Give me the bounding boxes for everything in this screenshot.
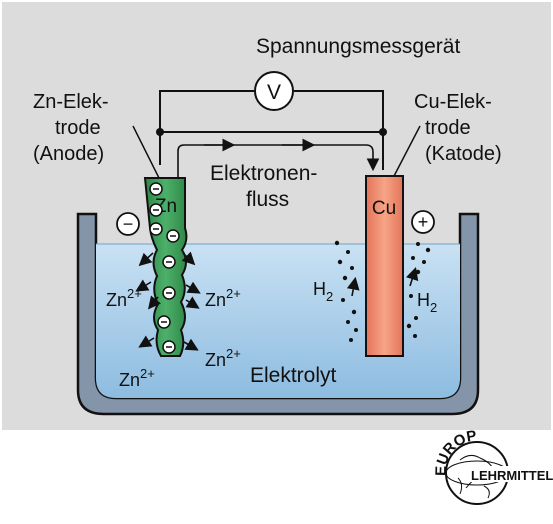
electron-flow-label-2: fluss [246,188,289,211]
electron [149,182,163,196]
junction-right [379,128,387,136]
junction-left [156,128,164,136]
hydrogen-arrows [346,266,419,297]
plus-pole-icon [411,210,435,234]
logo-bottom-text: LEHRMITTEL [471,468,553,483]
meter-title: Spannungsmessgerät [256,35,460,58]
minus-sign: − [123,214,134,234]
electrolyte-label: Elektrolyt [250,364,337,387]
electron-flow-arrows [177,138,380,178]
electrons-on-zinc [149,182,180,354]
hydrogen-label: H2 [313,279,333,304]
copper-electrode [365,175,404,357]
cu-electrode-label-1: Cu-Elek- [414,91,492,113]
cu-electrode-label-2: trode [425,117,471,139]
hydrogen-label: H2 [417,290,437,315]
electron-flow-label-1: Elektronen- [210,162,317,185]
copper-symbol: Cu [372,198,396,219]
zinc-ion-label: Zn2+ [119,366,155,390]
electron [166,229,180,243]
cu-leader-line [392,125,421,179]
hydrogen-bubbles [334,240,431,342]
minus-pole-icon [116,212,140,236]
zn-electrode-label-1: Zn-Elek- [33,91,109,113]
voltmeter [254,71,294,111]
zn-leader-line [132,125,164,187]
plus-sign: + [418,212,429,232]
electron [162,286,176,300]
zinc-ion-arrows [135,251,201,351]
zn-electrode-label-3: (Anode) [33,143,104,165]
zinc-ion-label: Zn2+ [205,286,241,310]
electron [149,222,163,236]
electron [162,340,176,354]
electron [149,203,163,217]
zn-electrode-label-2: trode [55,117,101,139]
electron [162,255,176,269]
zinc-ion-label: Zn2+ [106,286,142,310]
cu-electrode-label-3: (Katode) [425,143,502,165]
zinc-ion-label: Zn2+ [205,346,241,370]
voltmeter-symbol: V [267,81,281,104]
electron [157,315,171,329]
